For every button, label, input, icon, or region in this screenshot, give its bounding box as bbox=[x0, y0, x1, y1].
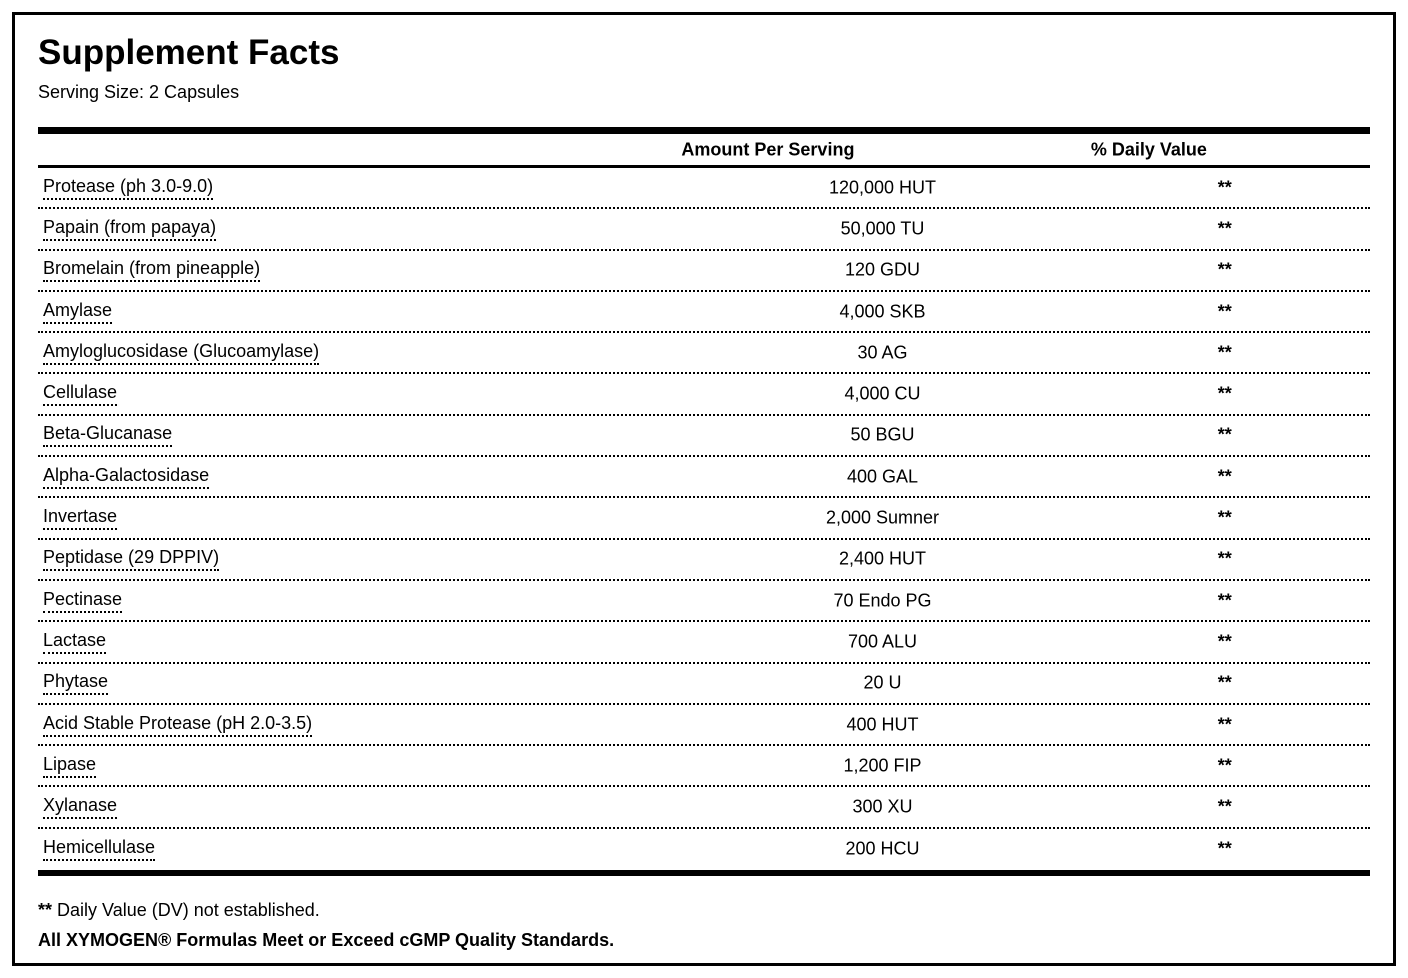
ingredient-term[interactable]: Hemicellulase bbox=[43, 837, 156, 862]
daily-value: ** bbox=[1217, 631, 1232, 652]
daily-value: ** bbox=[1217, 342, 1232, 363]
ingredient-term[interactable]: Beta-Glucanase bbox=[43, 423, 173, 448]
daily-value: ** bbox=[1217, 424, 1232, 445]
table-row: Pectinase 70 Endo PG ** bbox=[38, 581, 1370, 623]
ingredient-term[interactable]: Protease (ph 3.0-9.0) bbox=[43, 176, 214, 200]
facts-table: Amount Per Serving % Daily Value Proteas… bbox=[38, 127, 1370, 877]
table-row: Alpha-Galactosidase 400 GAL ** bbox=[38, 457, 1370, 499]
ingredient-term[interactable]: Alpha-Galactosidase bbox=[43, 465, 210, 489]
daily-value: ** bbox=[1217, 548, 1232, 569]
daily-value-note-stars: ** bbox=[38, 900, 53, 921]
daily-value: ** bbox=[1217, 218, 1232, 239]
amount-value: 400 GAL bbox=[846, 466, 919, 487]
ingredient-term[interactable]: Cellulase bbox=[43, 382, 118, 407]
table-row: Lipase 1,200 FIP ** bbox=[38, 746, 1370, 788]
ingredient-term[interactable]: Bromelain (from pineapple) bbox=[43, 258, 261, 283]
daily-value: ** bbox=[1217, 672, 1232, 693]
daily-value: ** bbox=[1217, 507, 1232, 528]
ingredient-term[interactable]: Xylanase bbox=[43, 795, 118, 820]
daily-value: ** bbox=[1217, 838, 1232, 859]
daily-value: ** bbox=[1217, 590, 1232, 611]
amount-value: 400 HUT bbox=[846, 714, 919, 734]
daily-value: ** bbox=[1217, 177, 1232, 198]
footnotes: ** Daily Value (DV) not established. All… bbox=[38, 900, 1370, 951]
table-row: Papain (from papaya) 50,000 TU ** bbox=[38, 209, 1370, 251]
amount-value: 4,000 CU bbox=[844, 383, 921, 404]
table-row: Protease (ph 3.0-9.0) 120,000 HUT ** bbox=[38, 168, 1370, 210]
ingredient-term[interactable]: Papain (from papaya) bbox=[43, 217, 217, 241]
ingredient-term[interactable]: Pectinase bbox=[43, 589, 123, 613]
daily-value-note-text: Daily Value (DV) not established. bbox=[52, 900, 320, 921]
table-row: Beta-Glucanase 50 BGU ** bbox=[38, 416, 1370, 458]
daily-value: ** bbox=[1217, 796, 1232, 817]
amount-value: 1,200 FIP bbox=[843, 755, 922, 776]
table-row: Amyloglucosidase (Glucoamylase) 30 AG ** bbox=[38, 333, 1370, 375]
column-header-daily-value: % Daily Value bbox=[1090, 139, 1207, 159]
daily-value-note: ** Daily Value (DV) not established. bbox=[38, 900, 1370, 921]
ingredient-term[interactable]: Lipase bbox=[43, 754, 97, 778]
table-row: Amylase 4,000 SKB ** bbox=[38, 292, 1370, 334]
amount-value: 2,400 HUT bbox=[838, 548, 927, 569]
amount-value: 120,000 HUT bbox=[828, 177, 937, 198]
amount-value: 200 HCU bbox=[845, 838, 920, 859]
amount-value: 50,000 TU bbox=[840, 218, 925, 239]
table-body: Protease (ph 3.0-9.0) 120,000 HUT ** Pap… bbox=[38, 168, 1370, 870]
column-header-amount: Amount Per Serving bbox=[681, 139, 855, 159]
supplement-facts-panel: Supplement Facts Serving Size: 2 Capsule… bbox=[12, 12, 1396, 966]
table-row: Invertase 2,000 Sumner ** bbox=[38, 498, 1370, 540]
table-row: Xylanase 300 XU ** bbox=[38, 787, 1370, 829]
table-row: Bromelain (from pineapple) 120 GDU ** bbox=[38, 251, 1370, 292]
table-row: Lactase 700 ALU ** bbox=[38, 622, 1370, 664]
table-row: Acid Stable Protease (pH 2.0-3.5) 400 HU… bbox=[38, 705, 1370, 747]
daily-value: ** bbox=[1217, 714, 1232, 734]
daily-value: ** bbox=[1217, 755, 1232, 776]
amount-value: 70 Endo PG bbox=[833, 590, 932, 611]
ingredient-term[interactable]: Amyloglucosidase (Glucoamylase) bbox=[43, 341, 320, 365]
table-row: Cellulase 4,000 CU ** bbox=[38, 374, 1370, 416]
ingredient-term[interactable]: Peptidase (29 DPPIV) bbox=[43, 547, 220, 572]
ingredient-term[interactable]: Lactase bbox=[43, 630, 107, 654]
amount-value: 700 ALU bbox=[847, 631, 918, 652]
amount-value: 30 AG bbox=[857, 342, 908, 363]
amount-value: 20 U bbox=[863, 672, 902, 693]
amount-value: 50 BGU bbox=[850, 424, 915, 445]
amount-value: 4,000 SKB bbox=[839, 301, 926, 322]
daily-value: ** bbox=[1217, 301, 1232, 322]
daily-value: ** bbox=[1217, 383, 1232, 404]
amount-value: 120 GDU bbox=[844, 259, 921, 280]
table-row: Phytase 20 U ** bbox=[38, 664, 1370, 705]
ingredient-term[interactable]: Phytase bbox=[43, 671, 109, 696]
amount-value: 300 XU bbox=[852, 796, 913, 817]
ingredient-term[interactable]: Invertase bbox=[43, 506, 118, 531]
daily-value: ** bbox=[1217, 259, 1232, 280]
ingredient-term[interactable]: Amylase bbox=[43, 300, 113, 324]
table-row: Hemicellulase 200 HCU ** bbox=[38, 829, 1370, 870]
daily-value: ** bbox=[1217, 466, 1232, 487]
amount-value: 2,000 Sumner bbox=[825, 507, 940, 528]
page-title: Supplement Facts bbox=[38, 33, 340, 72]
table-top-bar bbox=[38, 127, 1370, 134]
table-header-row: Amount Per Serving % Daily Value bbox=[38, 134, 1370, 168]
table-row: Peptidase (29 DPPIV) 2,400 HUT ** bbox=[38, 540, 1370, 581]
gmp-note: All XYMOGEN® Formulas Meet or Exceed cGM… bbox=[38, 930, 615, 951]
ingredient-term[interactable]: Acid Stable Protease (pH 2.0-3.5) bbox=[43, 713, 313, 737]
table-bottom-rule bbox=[38, 870, 1370, 877]
serving-size: Serving Size: 2 Capsules bbox=[38, 82, 240, 102]
